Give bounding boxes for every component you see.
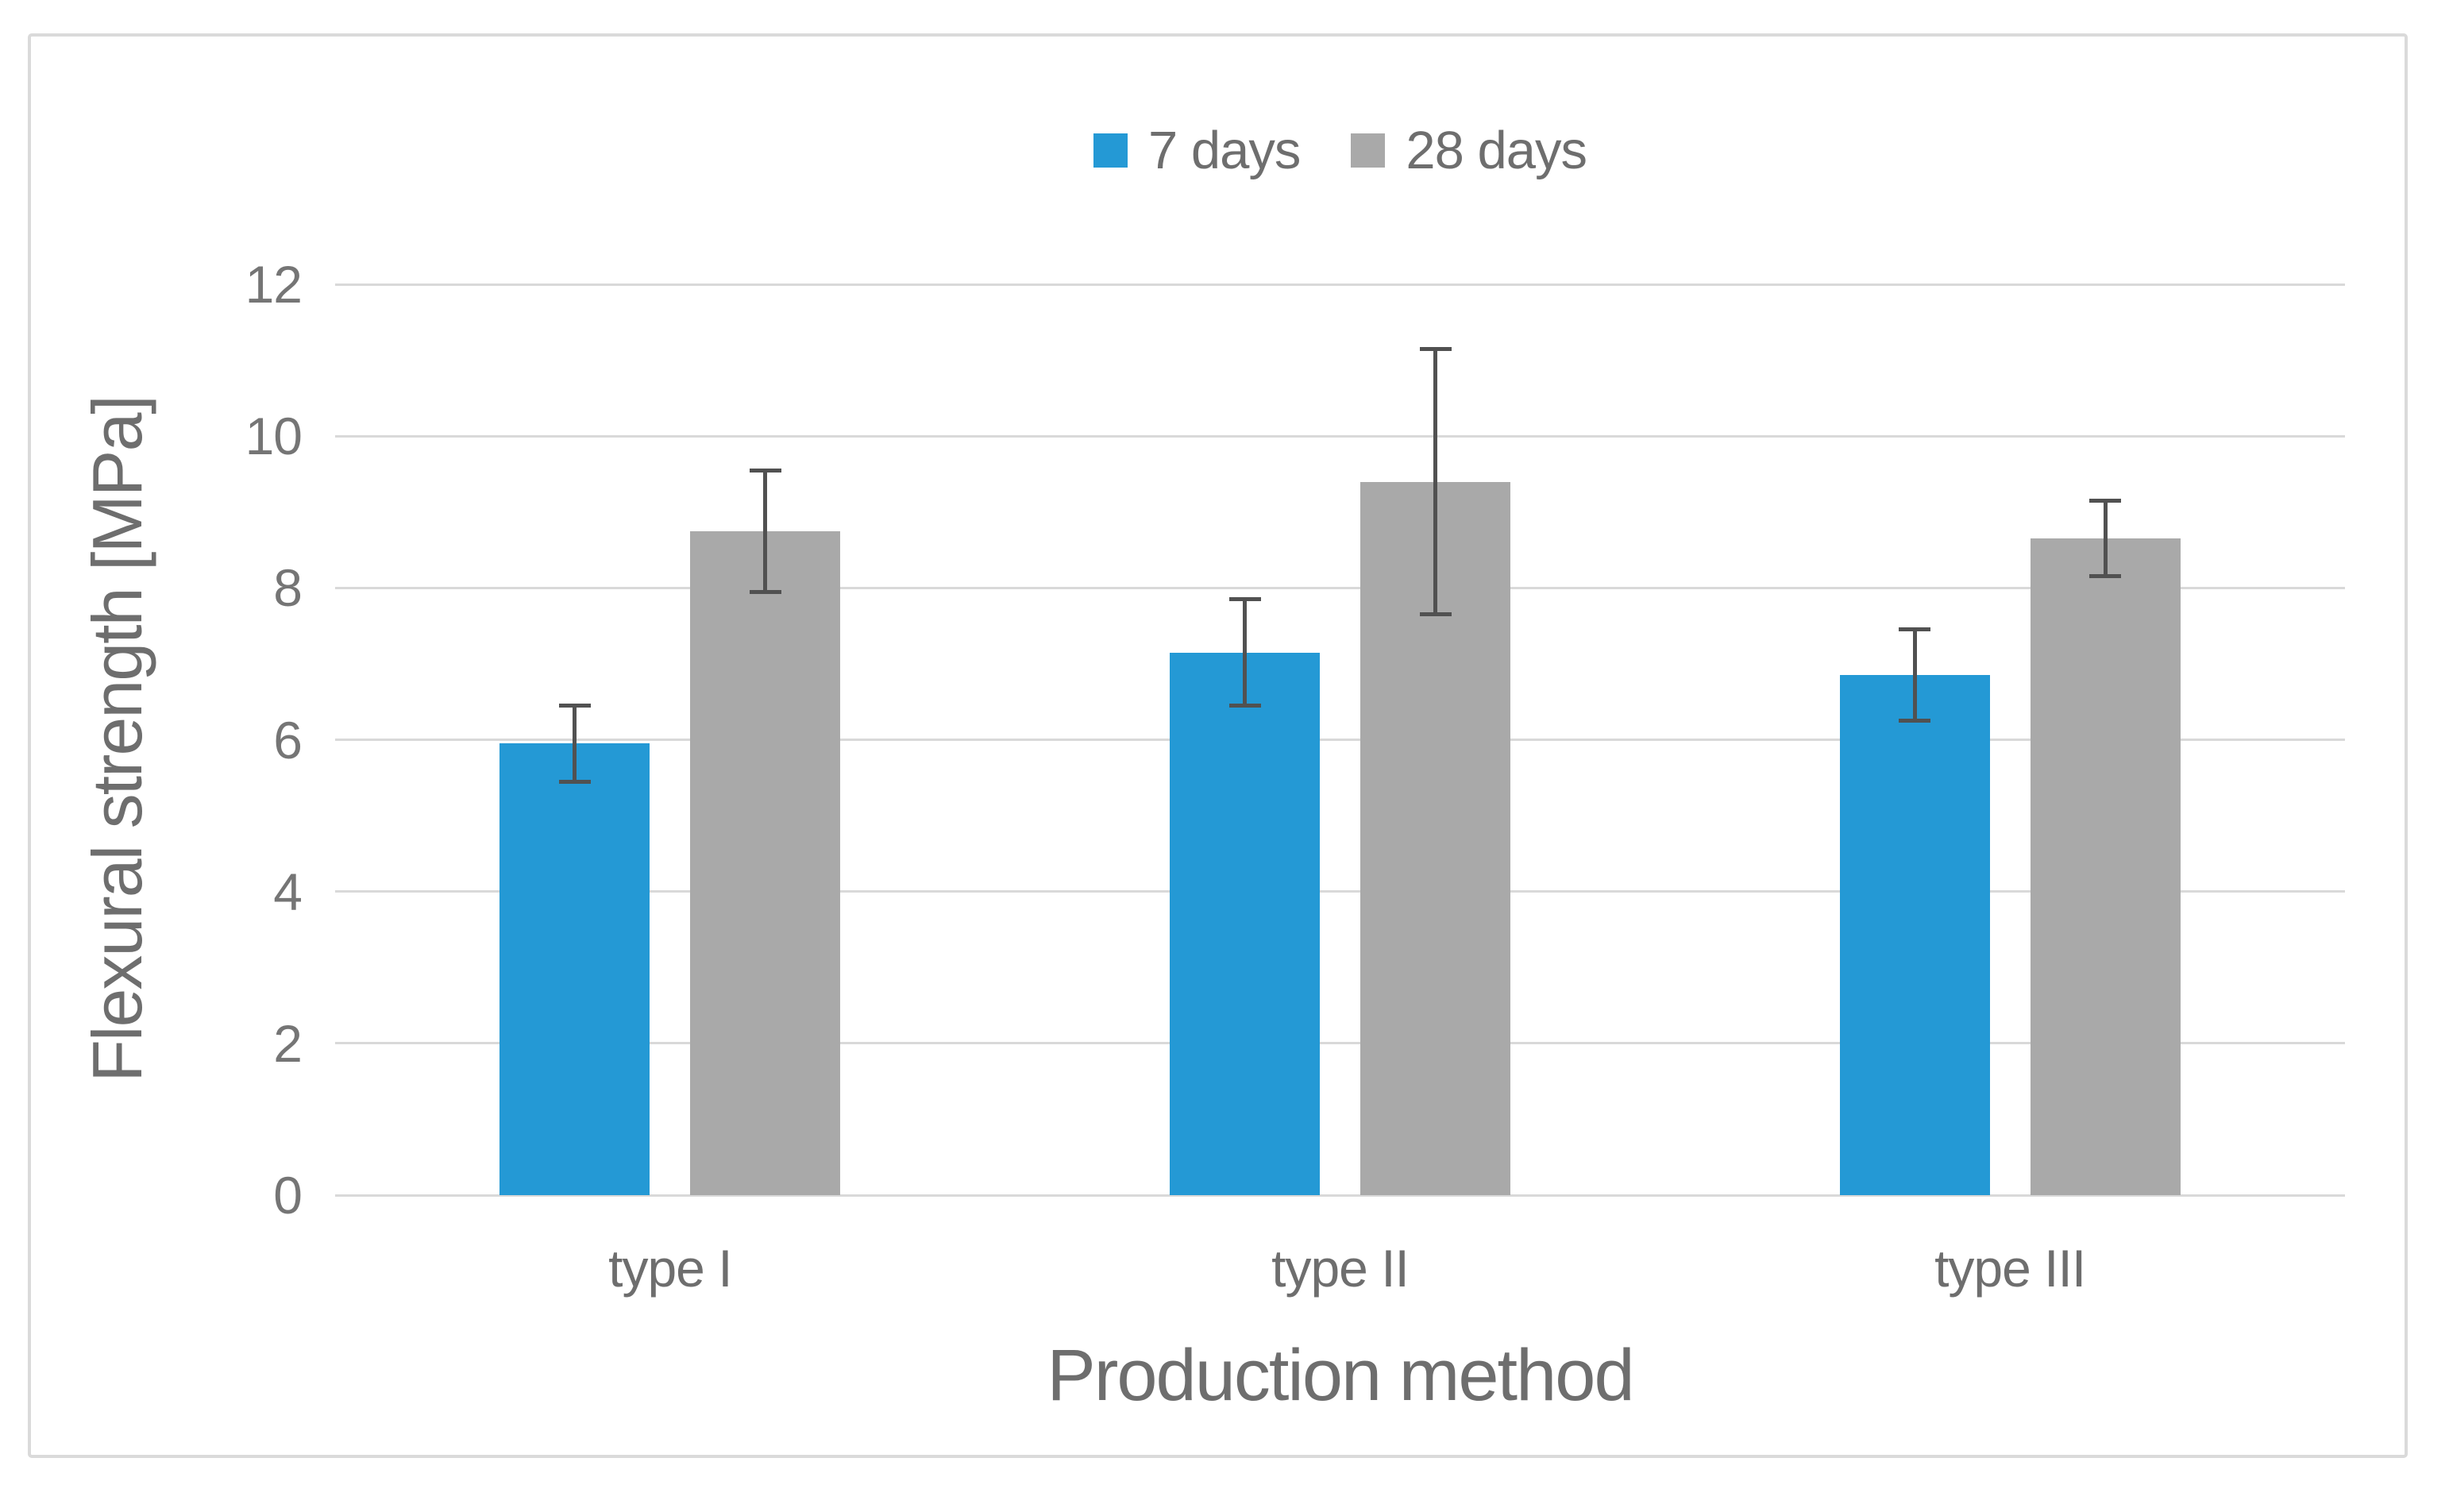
x-tick-label: type III: [1934, 1239, 2086, 1298]
bar: [690, 530, 841, 1195]
gridline: [335, 283, 2345, 286]
error-bar-cap-bottom: [1419, 612, 1452, 617]
y-tick-label: 4: [273, 862, 303, 921]
error-bar-cap-bottom: [1228, 703, 1261, 708]
error-bar-cap-bottom: [2089, 574, 2122, 579]
error-bar: [2103, 500, 2108, 577]
y-tick-label: 6: [273, 710, 303, 770]
error-bar-cap-top: [1228, 597, 1261, 602]
error-bar: [1433, 349, 1437, 615]
bar: [2030, 538, 2181, 1195]
legend: 7 days 28 days: [335, 121, 2345, 179]
error-bar-cap-bottom: [749, 589, 781, 594]
gridline: [335, 739, 2345, 741]
gridline: [335, 434, 2345, 438]
error-bar-cap-top: [1419, 346, 1452, 351]
x-tick-label: type II: [1271, 1239, 1410, 1298]
gridline: [335, 890, 2345, 893]
error-bar: [1243, 599, 1247, 706]
legend-swatch-icon: [1093, 133, 1128, 168]
error-bar-cap-top: [558, 703, 591, 708]
x-tick-label: type I: [608, 1239, 732, 1298]
y-tick-label: 8: [273, 558, 303, 618]
legend-item: 7 days: [1093, 120, 1301, 180]
error-bar-cap-top: [749, 468, 781, 472]
error-bar-cap-top: [1899, 627, 1931, 632]
gridline: [335, 1042, 2345, 1045]
error-bar-cap-bottom: [1899, 719, 1931, 723]
legend-swatch-icon: [1351, 133, 1386, 168]
y-tick-label: 10: [245, 407, 303, 466]
error-bar-cap-top: [2089, 498, 2122, 503]
legend-item: 28 days: [1351, 124, 1587, 177]
legend-label: 7 days: [1147, 120, 1301, 180]
gridline: [335, 586, 2345, 589]
gridline: [335, 1194, 2345, 1197]
x-axis-title: Production method: [1047, 1335, 1634, 1416]
error-bar-cap-bottom: [558, 779, 591, 784]
y-tick-label: 0: [273, 1166, 303, 1225]
error-bar: [763, 470, 768, 592]
error-bar: [1912, 629, 1917, 721]
y-tick-label: 12: [245, 255, 303, 314]
bar: [1839, 675, 1990, 1195]
bar: [1170, 652, 1320, 1195]
error-bar: [573, 705, 577, 782]
legend-label: 28 days: [1406, 120, 1587, 180]
bar: [499, 743, 650, 1195]
y-tick-label: 2: [273, 1013, 303, 1073]
